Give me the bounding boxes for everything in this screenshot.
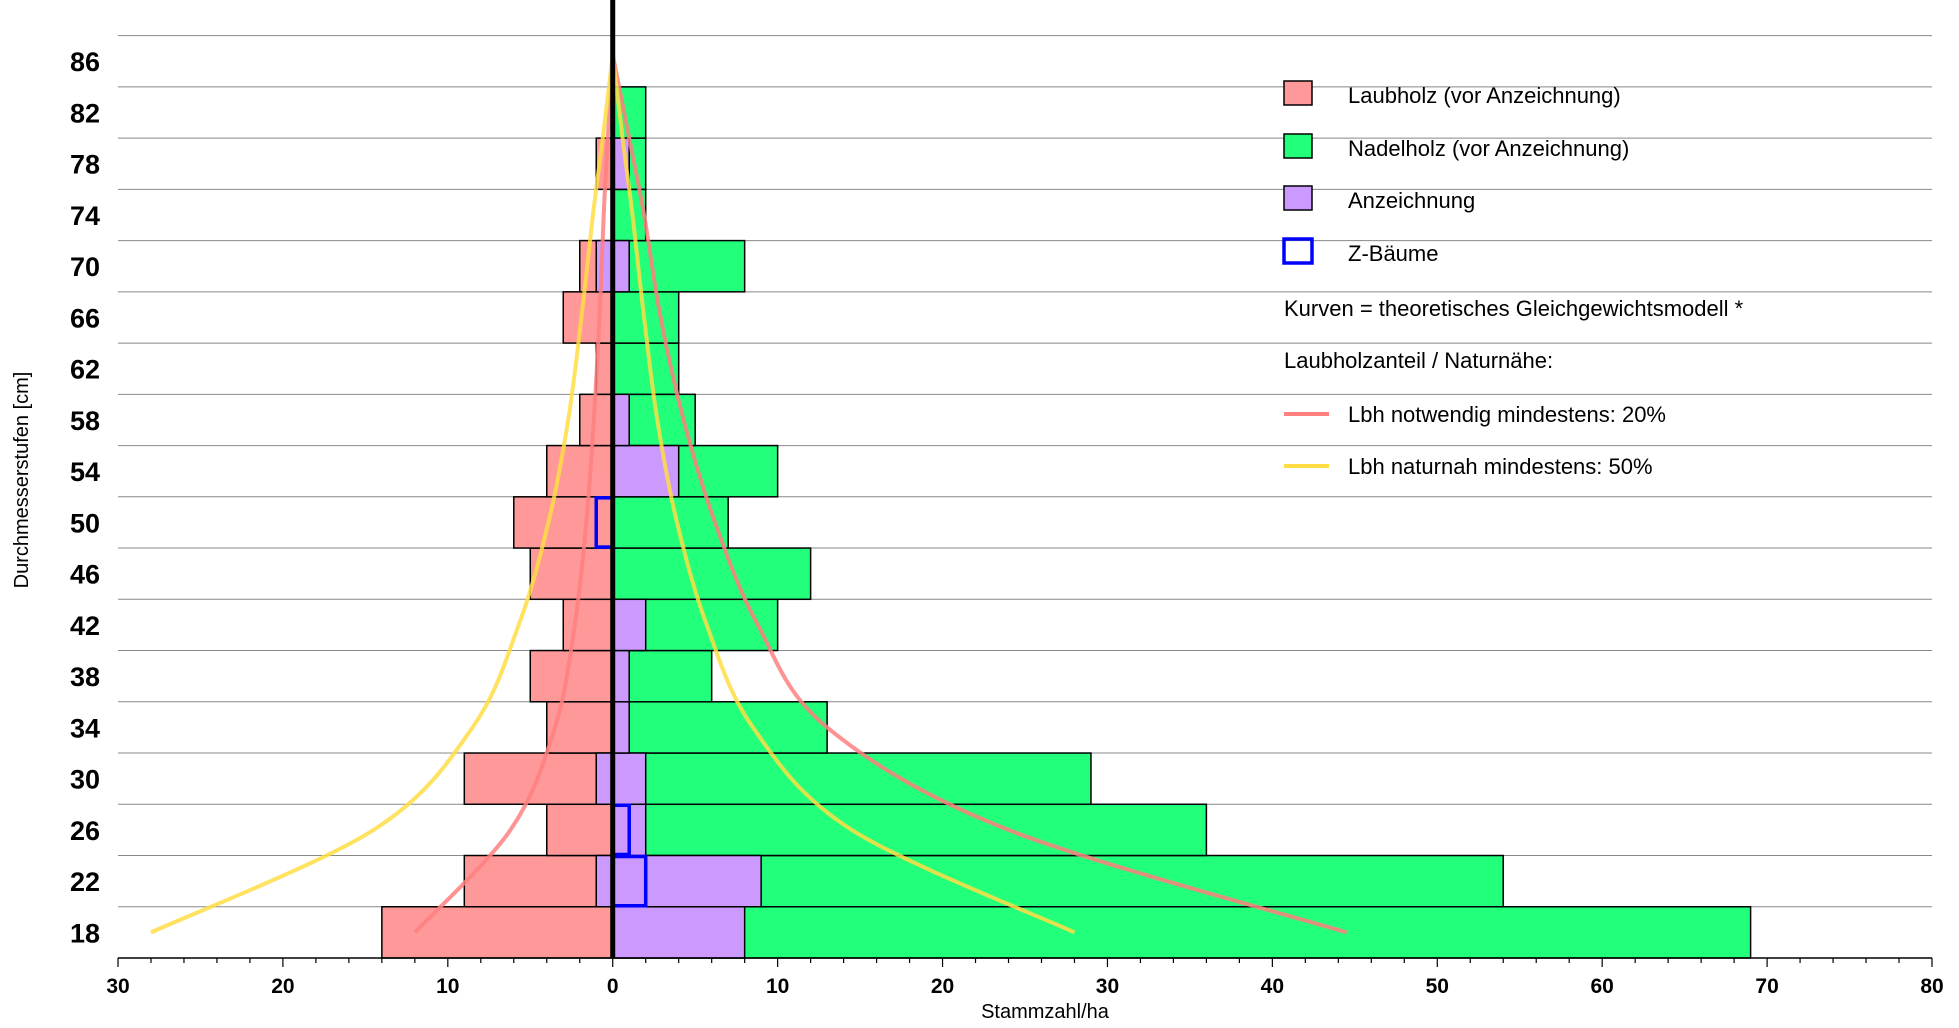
x-tick-label: 20	[271, 975, 294, 998]
model-curve-right	[610, 54, 1348, 935]
y-tick-label: 42	[70, 611, 100, 641]
y-tick-label: 34	[70, 713, 100, 743]
bar-nadelholz	[611, 906, 1752, 959]
y-tick-label: 54	[70, 457, 100, 487]
x-tick-label: 30	[106, 975, 129, 998]
bar-nadelholz	[611, 752, 1092, 806]
bar-laubholz	[529, 547, 614, 601]
model-curve-left	[150, 54, 615, 935]
y-tick-label: 82	[70, 98, 100, 128]
legend-label: Lbh notwendig mindestens: 20%	[1348, 402, 1666, 427]
x-axis-label: Stammzahl/ha	[981, 1001, 1110, 1023]
x-tick-label: 40	[1261, 975, 1284, 998]
x-tick-label: 0	[607, 975, 619, 998]
x-tick-label: 80	[1920, 975, 1943, 998]
model-curve-left	[413, 54, 615, 934]
x-tick-label: 70	[1755, 975, 1778, 998]
legend-label: Nadelholz (vor Anzeichnung)	[1348, 136, 1629, 161]
gridlines	[118, 35, 1932, 959]
legend-label: Laubholz (vor Anzeichnung)	[1348, 83, 1621, 108]
bar-anzeichnung	[611, 854, 762, 908]
bar-nadelholz	[611, 547, 812, 601]
axes: 30 20 10 0 10 20 30 40 50 60 70 80 18 22 26 30 34 38 42 46 5…	[70, 0, 1944, 998]
legend: Laubholz (vor Anzeichnung) Nadelholz (vor…	[1282, 80, 1744, 479]
legend-swatch	[1283, 185, 1313, 211]
bar-laubholz	[562, 291, 614, 344]
y-tick-label: 70	[70, 252, 100, 282]
bar-laubholz	[546, 803, 614, 857]
bar-nadelholz	[611, 803, 1208, 857]
y-tick-label: 38	[70, 662, 100, 692]
bar-nadelholz	[611, 496, 729, 549]
bar-anzeichnung	[611, 906, 746, 959]
bar-nadelholz	[611, 239, 746, 293]
y-tick-label: 22	[70, 867, 100, 897]
y-tick-label: 86	[70, 47, 100, 77]
y-tick-label: 74	[70, 201, 100, 231]
bar-anzeichnung	[611, 752, 647, 806]
y-tick-label: 66	[70, 303, 100, 333]
y-tick-label: 50	[70, 508, 100, 538]
y-tick-label: 18	[70, 918, 100, 948]
x-tick-label: 10	[436, 975, 459, 998]
x-tick-label: 20	[931, 975, 954, 998]
bar-anzeichnung	[611, 598, 647, 652]
y-axis-label: Durchmesserstufen [cm]	[11, 372, 33, 589]
legend-label: Anzeichnung	[1348, 188, 1475, 213]
bar-nadelholz	[611, 701, 828, 754]
model-curve-right	[610, 54, 1076, 935]
x-tick-label: 10	[766, 975, 789, 998]
legend-note: Kurven = theoretisches Gleichgewichtsmod…	[1284, 296, 1744, 321]
y-tick-label: 46	[70, 560, 100, 590]
model-curves	[150, 54, 1348, 935]
x-tick-label: 60	[1591, 975, 1614, 998]
bar-laubholz	[463, 854, 614, 908]
legend-note: Laubholzanteil / Naturnähe:	[1284, 348, 1553, 373]
y-tick-label: 30	[70, 765, 100, 795]
legend-swatch	[1283, 80, 1313, 106]
y-tick-label: 26	[70, 816, 100, 846]
legend-swatch	[1283, 133, 1313, 159]
legend-swatch	[1282, 237, 1314, 265]
y-tick-label: 78	[70, 150, 100, 180]
x-tick-label: 50	[1426, 975, 1449, 998]
y-tick-label: 58	[70, 406, 100, 436]
x-tick-label: 30	[1096, 975, 1119, 998]
legend-label: Z-Bäume	[1348, 241, 1438, 266]
bar-laubholz	[562, 598, 614, 652]
legend-label: Lbh naturnah mindestens: 50%	[1348, 454, 1653, 479]
y-tick-label: 62	[70, 355, 100, 385]
